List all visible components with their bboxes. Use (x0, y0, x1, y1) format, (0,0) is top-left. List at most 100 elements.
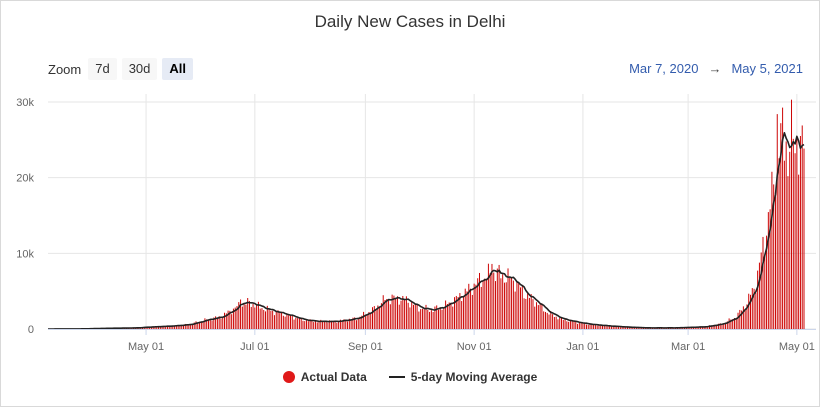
bar[interactable] (794, 153, 796, 329)
bar[interactable] (232, 308, 234, 329)
bar[interactable] (771, 171, 773, 329)
bar[interactable] (279, 313, 281, 329)
bar[interactable] (393, 295, 395, 329)
bar[interactable] (395, 297, 397, 329)
bar[interactable] (532, 299, 534, 329)
bar[interactable] (498, 264, 500, 329)
bar[interactable] (591, 324, 593, 329)
bar[interactable] (339, 319, 341, 329)
bar[interactable] (405, 296, 407, 329)
bar[interactable] (717, 323, 719, 329)
bar[interactable] (286, 313, 288, 329)
bar[interactable] (536, 302, 538, 329)
bar[interactable] (455, 295, 457, 329)
bar[interactable] (778, 158, 780, 329)
bar[interactable] (338, 321, 340, 329)
legend-item-actual[interactable]: Actual Data (282, 370, 367, 384)
bar[interactable] (391, 294, 393, 329)
bar[interactable] (266, 305, 268, 329)
bar[interactable] (716, 324, 718, 329)
bar[interactable] (316, 322, 318, 329)
bar[interactable] (166, 326, 168, 329)
bar[interactable] (701, 327, 703, 329)
bar[interactable] (737, 312, 739, 329)
bar[interactable] (630, 327, 632, 329)
bar[interactable] (290, 314, 291, 329)
bar[interactable] (607, 326, 609, 329)
bar[interactable] (776, 114, 778, 329)
bar[interactable] (375, 309, 377, 329)
bar[interactable] (798, 174, 800, 329)
bar[interactable] (801, 125, 803, 330)
bar[interactable] (313, 322, 315, 329)
bar[interactable] (364, 314, 366, 329)
bar[interactable] (774, 196, 776, 329)
bar[interactable] (799, 136, 801, 329)
bar[interactable] (705, 326, 707, 329)
bar[interactable] (191, 324, 193, 329)
bar[interactable] (380, 303, 382, 329)
bar[interactable] (209, 318, 211, 329)
bar[interactable] (407, 302, 409, 329)
bar[interactable] (577, 323, 579, 329)
bar[interactable] (600, 325, 602, 329)
bar[interactable] (257, 301, 259, 329)
bar[interactable] (430, 310, 432, 329)
bar[interactable] (616, 326, 618, 329)
bar[interactable] (732, 319, 734, 329)
bar[interactable] (200, 321, 202, 329)
bar[interactable] (598, 325, 600, 329)
bar[interactable] (158, 326, 160, 329)
bar[interactable] (742, 306, 744, 329)
bar[interactable] (520, 287, 521, 329)
bar[interactable] (256, 304, 258, 329)
bar[interactable] (623, 326, 625, 329)
bar[interactable] (172, 325, 174, 329)
bar[interactable] (466, 291, 468, 329)
bar[interactable] (281, 311, 283, 329)
bar[interactable] (489, 273, 491, 329)
bar[interactable] (491, 263, 493, 329)
bar[interactable] (197, 322, 199, 329)
bar[interactable] (610, 326, 612, 329)
bar[interactable] (236, 306, 238, 329)
bar[interactable] (411, 302, 413, 329)
bar[interactable] (445, 300, 447, 329)
bar[interactable] (541, 303, 543, 329)
bar[interactable] (594, 324, 596, 329)
bar[interactable] (404, 299, 406, 329)
bar[interactable] (719, 323, 721, 329)
bar[interactable] (614, 326, 616, 329)
bar[interactable] (796, 138, 798, 329)
bar[interactable] (452, 306, 454, 329)
bar[interactable] (224, 312, 226, 329)
bar[interactable] (626, 327, 628, 329)
bar[interactable] (179, 325, 181, 329)
bar[interactable] (250, 306, 252, 329)
bar[interactable] (398, 304, 400, 329)
bar[interactable] (370, 312, 372, 329)
bar[interactable] (204, 318, 206, 329)
bar[interactable] (238, 302, 240, 329)
bar[interactable] (302, 320, 304, 329)
bar[interactable] (229, 310, 231, 329)
bar[interactable] (300, 317, 302, 329)
bar[interactable] (612, 325, 614, 329)
bar[interactable] (764, 254, 766, 330)
bar[interactable] (425, 304, 427, 329)
bar[interactable] (746, 304, 748, 329)
bar[interactable] (589, 324, 591, 329)
bar[interactable] (723, 323, 725, 329)
bar[interactable] (698, 326, 700, 329)
bar[interactable] (384, 300, 386, 329)
bar[interactable] (245, 304, 247, 329)
range-to[interactable]: May 5, 2021 (731, 61, 803, 76)
bar[interactable] (462, 296, 464, 329)
bar[interactable] (625, 327, 627, 329)
bar[interactable] (293, 319, 295, 329)
bar[interactable] (587, 324, 589, 329)
bar[interactable] (751, 288, 753, 329)
bar[interactable] (525, 298, 527, 329)
bar[interactable] (149, 327, 151, 329)
bar[interactable] (479, 272, 480, 329)
